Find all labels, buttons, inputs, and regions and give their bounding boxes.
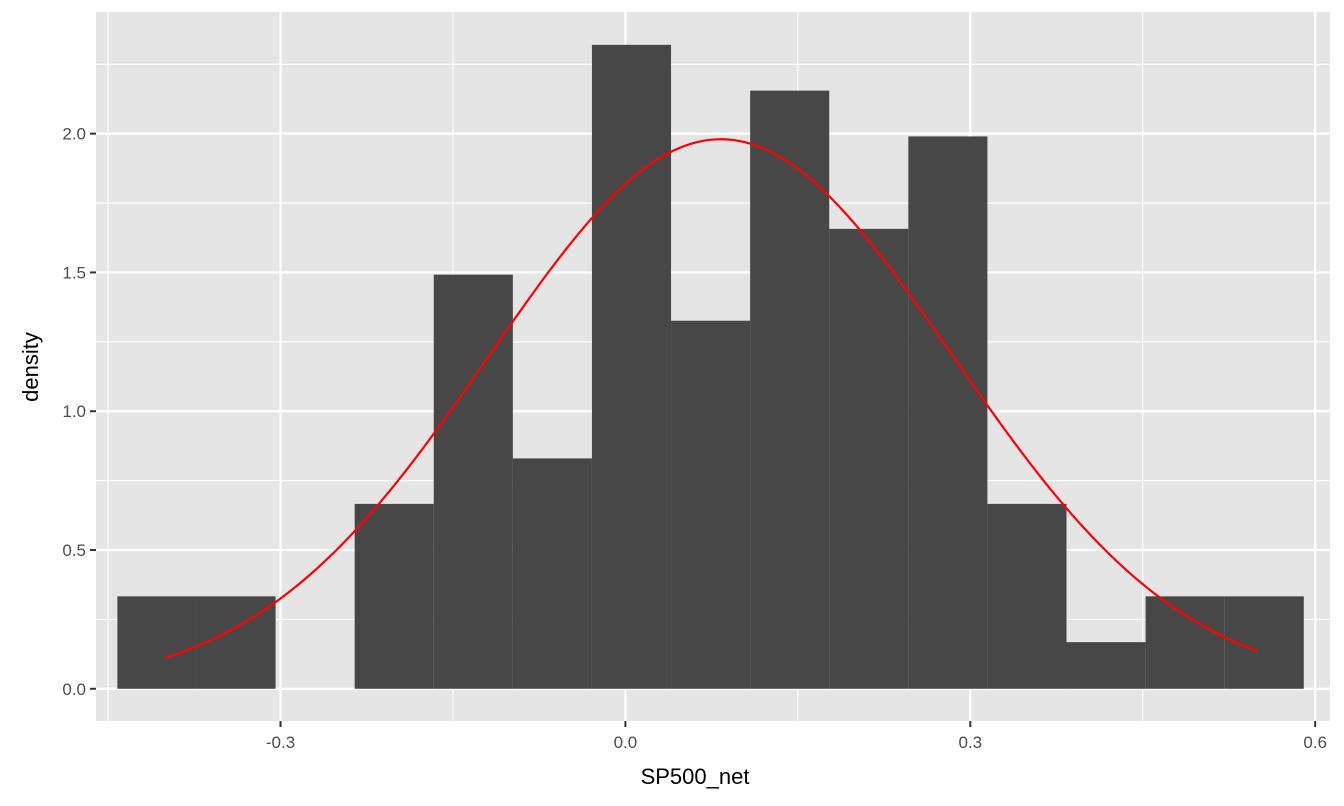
y-tick-label: 1.5 <box>62 263 86 282</box>
histogram-bar <box>908 136 988 689</box>
histogram-bar <box>987 503 1067 689</box>
y-tick-label: 2.0 <box>62 125 86 144</box>
histogram-bar <box>433 274 513 689</box>
histogram-bar <box>1066 642 1146 689</box>
x-axis-title: SP500_net <box>641 764 750 789</box>
x-tick-label: -0.3 <box>266 733 295 752</box>
y-tick-label: 0.0 <box>62 680 86 699</box>
histogram-bar <box>750 90 830 689</box>
histogram-bar <box>829 228 909 689</box>
x-tick-label: 0.3 <box>958 733 982 752</box>
histogram-bar <box>591 44 672 689</box>
y-axis-title: density <box>18 332 43 402</box>
x-tick-label: 0.0 <box>614 733 638 752</box>
histogram-bars <box>117 44 1304 689</box>
normal-density-curve <box>165 138 1259 659</box>
histogram-bar <box>354 503 434 689</box>
x-tick-label: 0.6 <box>1303 733 1327 752</box>
y-axis: 0.0 0.5 1.0 1.5 2.0 <box>62 125 96 699</box>
histogram-bar <box>671 320 751 689</box>
y-tick-label: 1.0 <box>62 402 86 421</box>
histogram-bar <box>512 458 592 689</box>
x-axis: -0.3 0.0 0.3 0.6 <box>266 721 1327 752</box>
histogram-bar <box>1145 596 1225 689</box>
y-tick-label: 0.5 <box>62 541 86 560</box>
histogram-bar <box>117 596 197 689</box>
